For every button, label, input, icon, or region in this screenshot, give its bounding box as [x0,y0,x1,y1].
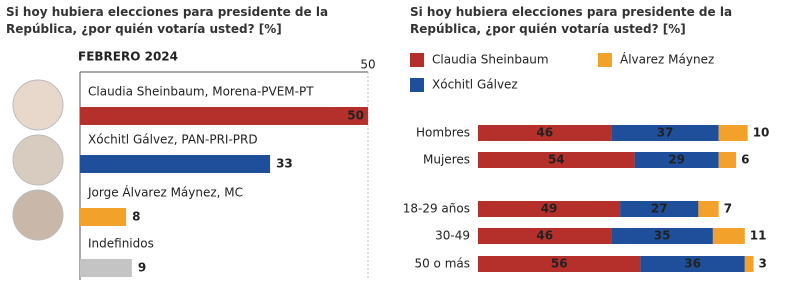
avatar [13,190,63,240]
value-label: 6 [741,153,749,167]
bar [80,208,126,226]
charts: FEBRERO 2024 50 Claudia Sheinbaum, Morena-… [0,0,794,282]
category-label: Indefinidos [88,237,154,251]
category-label: Xóchitl Gálvez, PAN-PRI-PRD [88,133,258,147]
chart-title: Si hoy hubiera elecciones para president… [410,4,794,38]
value-label: 8 [132,210,140,224]
value-label: 46 [536,229,553,243]
x-tick-label: 50 [360,58,375,72]
bar-segment [719,152,736,168]
legend-label: Xóchitl Gálvez [432,78,518,92]
category-label: 50 o más [414,257,470,271]
chart-title: Si hoy hubiera elecciones para president… [6,4,396,38]
value-label: 9 [138,261,146,275]
value-label: 29 [668,153,685,167]
legend-swatch [598,53,612,67]
legend-label: Álvarez Máynez [620,52,714,67]
value-label: 10 [753,126,770,140]
value-label: 49 [541,202,558,216]
legend-label: Claudia Sheinbaum [432,53,549,67]
value-label: 35 [654,229,671,243]
page: FEBRERO 2024 50 Claudia Sheinbaum, Morena-… [0,0,794,282]
category-label: 18-29 años [403,202,470,216]
bar-segment [713,228,745,244]
chart-subtitle: FEBRERO 2024 [78,50,178,64]
value-label: 46 [536,126,553,140]
bar [80,259,132,277]
category-label: 30-49 [435,229,470,243]
bar-segment [719,125,748,141]
category-label: Claudia Sheinbaum, Morena-PVEM-PT [88,85,314,99]
avatar [13,135,63,185]
value-label: 3 [759,257,767,271]
legend-swatch [410,53,424,67]
value-label: 27 [651,202,668,216]
category-label: Hombres [416,126,470,140]
avatar [13,80,63,130]
legend-swatch [410,78,424,92]
value-label: 56 [551,257,568,271]
value-label: 33 [276,157,293,171]
value-label: 36 [684,257,701,271]
bar-segment [745,256,754,272]
category-label: Jorge Álvarez Máynez, MC [87,185,243,200]
value-label: 37 [657,126,674,140]
value-label: 54 [548,153,565,167]
value-label: 11 [750,229,767,243]
value-label: 7 [724,202,732,216]
bar [80,155,270,173]
bar [80,107,368,125]
value-label: 50 [347,109,364,123]
bar-segment [698,201,718,217]
category-label: Mujeres [423,153,470,167]
